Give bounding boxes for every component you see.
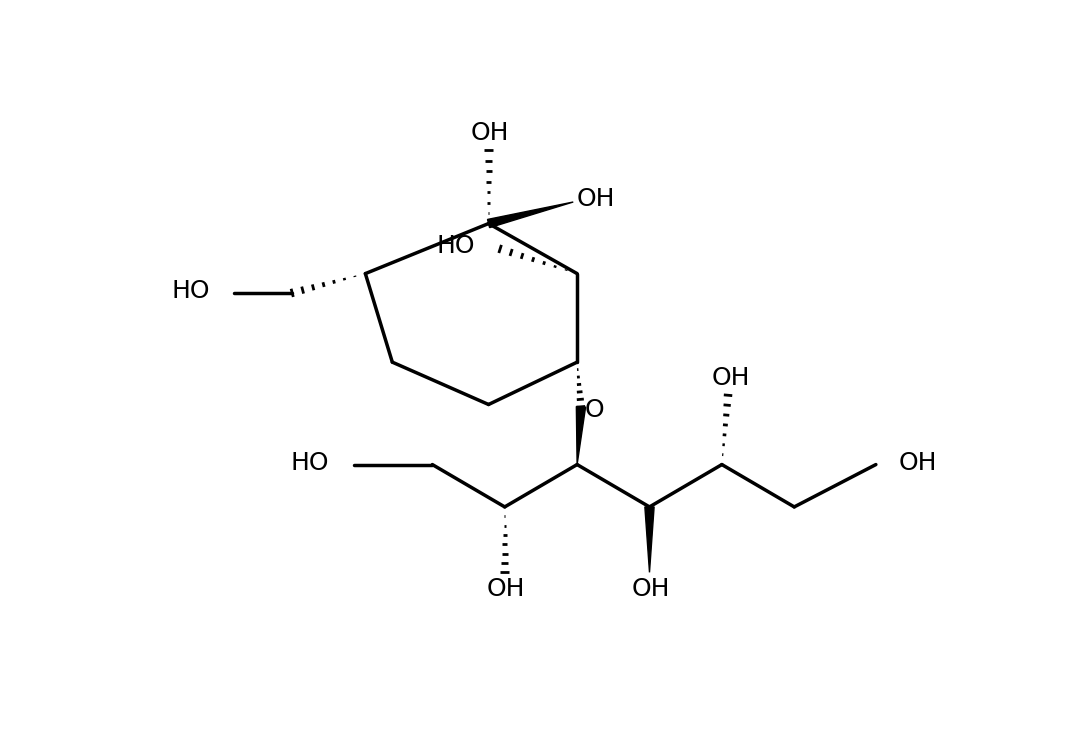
Text: OH: OH xyxy=(470,121,509,146)
Text: HO: HO xyxy=(437,234,476,258)
Text: OH: OH xyxy=(632,577,670,602)
Polygon shape xyxy=(577,406,585,465)
Text: OH: OH xyxy=(487,577,526,602)
Text: HO: HO xyxy=(171,279,210,303)
Text: O: O xyxy=(585,398,605,422)
Polygon shape xyxy=(488,202,573,228)
Text: HO: HO xyxy=(291,451,330,475)
Text: OH: OH xyxy=(899,451,938,475)
Polygon shape xyxy=(645,507,654,572)
Text: OH: OH xyxy=(577,187,616,211)
Text: OH: OH xyxy=(712,366,750,390)
